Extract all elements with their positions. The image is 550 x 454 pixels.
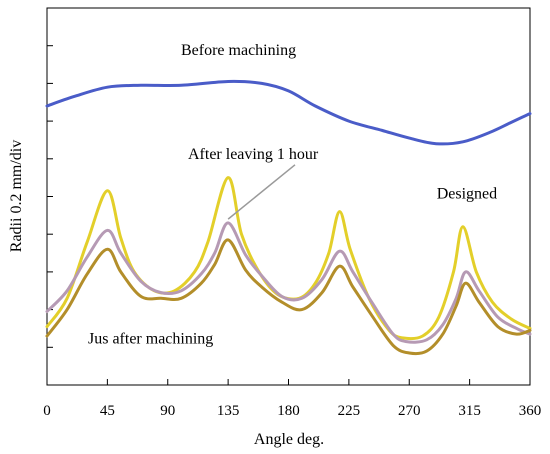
x-tick-label: 135: [217, 403, 240, 419]
y-axis-ticks: [47, 45, 53, 348]
y-axis-title: Radii 0.2 mm/div: [8, 140, 25, 252]
series-line-4: [45, 238, 532, 356]
x-tick-label: 180: [277, 403, 300, 419]
x-tick-label: 90: [160, 403, 175, 419]
x-tick-label: 360: [519, 403, 542, 419]
annotation-label: Before machining: [181, 42, 296, 59]
series-layer: [45, 79, 532, 356]
annotation-layer: Before machining After leaving 1 hour Desi…: [88, 42, 497, 347]
x-tick-label: 45: [100, 403, 115, 419]
x-axis-title: Angle deg.: [254, 431, 324, 448]
annotation-label: After leaving 1 hour: [188, 146, 319, 163]
x-axis-ticks: 0 45 90 135 180 225 270 315 360: [43, 379, 541, 419]
annotation-label: Designed: [437, 185, 497, 202]
annotation-label: Jus after machining: [88, 331, 213, 348]
annotation-leader-line: [227, 164, 296, 220]
x-tick-label: 270: [398, 403, 421, 419]
x-tick-label: 225: [338, 403, 361, 419]
x-tick-label: 315: [458, 403, 481, 419]
series-line-3: [45, 221, 532, 344]
x-tick-label: 0: [43, 403, 51, 419]
series-line-1: [45, 79, 532, 146]
